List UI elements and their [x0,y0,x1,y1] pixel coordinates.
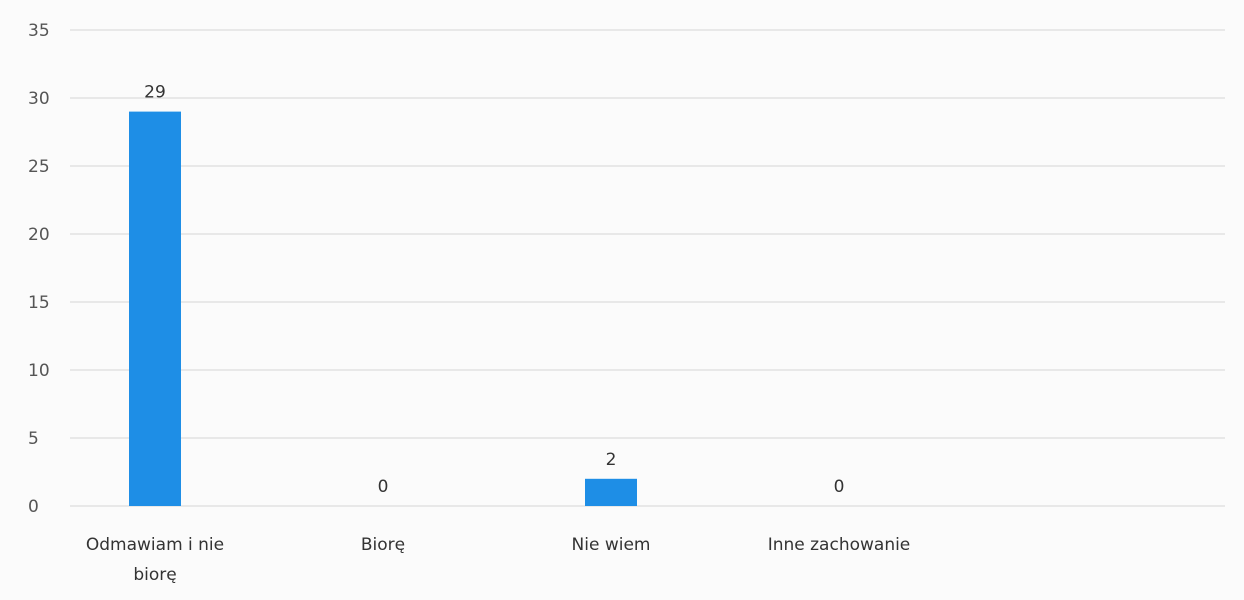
category-label-line: Inne zachowanie [768,535,911,555]
category-label-line: Odmawiam i nie [86,535,224,555]
y-tick-label: 30 [28,89,50,109]
data-label: 0 [834,477,845,497]
x-axis-categories: Odmawiam i nie biorę Biorę Nie wiem Inne zac… [86,535,910,585]
category-label: Inne zachowanie [768,535,911,555]
category-label: Odmawiam i nie biorę [86,535,224,585]
data-label: 29 [144,83,166,103]
category-label-line: Nie wiem [572,535,651,555]
bar [129,111,181,506]
y-tick-label: 15 [28,293,50,313]
data-label: 0 [378,477,389,497]
y-tick-label: 25 [28,157,50,177]
y-tick-label: 5 [28,429,39,449]
data-labels: 29 0 2 0 [144,83,844,497]
category-label-line: biorę [133,565,176,585]
gridlines [70,29,1225,507]
data-label: 2 [606,450,617,470]
category-label: Biorę [361,535,405,555]
y-tick-label: 20 [28,225,50,245]
category-label: Nie wiem [572,535,651,555]
y-tick-label: 0 [28,497,39,517]
y-tick-label: 35 [28,21,50,41]
category-label-line: Biorę [361,535,405,555]
bar [585,478,637,506]
bars [129,111,637,506]
y-tick-label: 10 [28,361,50,381]
y-axis-ticks: 0 5 10 15 20 25 30 35 [28,21,50,517]
